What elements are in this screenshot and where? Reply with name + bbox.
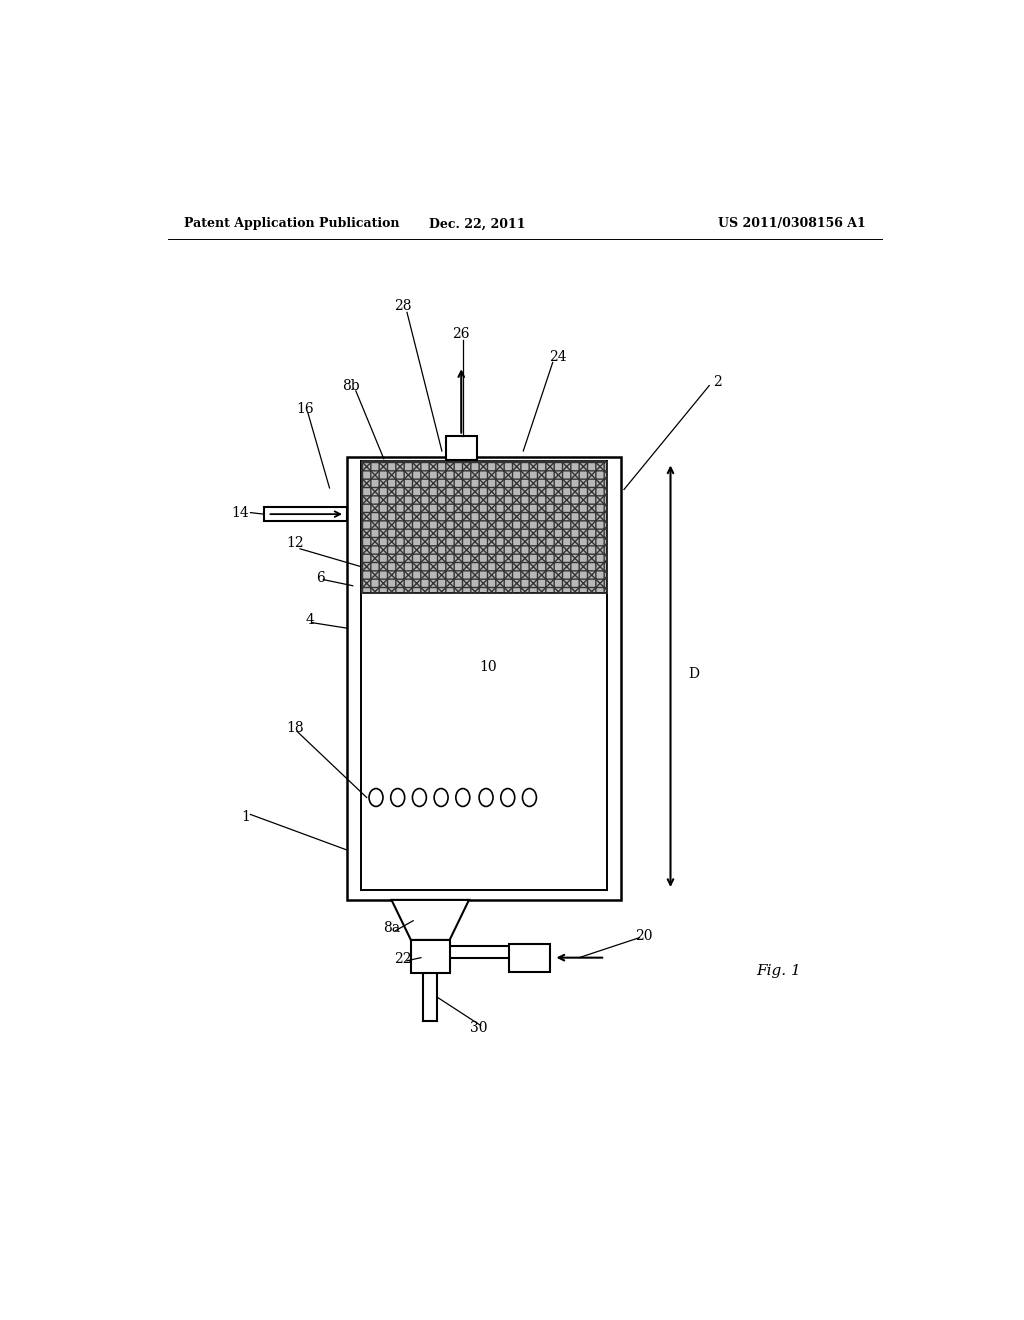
Text: 6: 6 — [315, 572, 325, 585]
Text: US 2011/0308156 A1: US 2011/0308156 A1 — [718, 218, 866, 231]
Bar — [445, 436, 477, 461]
Text: 24: 24 — [549, 350, 567, 364]
Text: Fig. 1: Fig. 1 — [756, 964, 801, 978]
Text: Dec. 22, 2011: Dec. 22, 2011 — [429, 218, 525, 231]
Text: 14: 14 — [231, 506, 249, 520]
Text: Patent Application Publication: Patent Application Publication — [183, 218, 399, 231]
Text: 22: 22 — [394, 952, 412, 966]
Text: 30: 30 — [470, 1022, 487, 1035]
Bar — [346, 457, 621, 900]
Text: 18: 18 — [286, 721, 303, 735]
Text: D: D — [688, 668, 699, 681]
Text: 28: 28 — [394, 300, 412, 313]
Bar — [360, 461, 607, 594]
Text: 8b: 8b — [342, 379, 360, 392]
Text: 10: 10 — [479, 660, 498, 673]
Bar — [509, 944, 550, 973]
Bar — [411, 940, 450, 973]
Text: 16: 16 — [296, 401, 313, 416]
Text: 12: 12 — [287, 536, 304, 550]
Text: 1: 1 — [242, 809, 250, 824]
Bar — [360, 461, 607, 594]
Text: 4: 4 — [306, 614, 314, 627]
Text: 26: 26 — [453, 327, 470, 341]
Text: 2: 2 — [713, 375, 721, 388]
Polygon shape — [391, 900, 469, 940]
Text: 8a: 8a — [383, 921, 400, 936]
Bar — [263, 507, 346, 521]
Bar — [360, 461, 607, 594]
Text: 20: 20 — [636, 929, 653, 942]
